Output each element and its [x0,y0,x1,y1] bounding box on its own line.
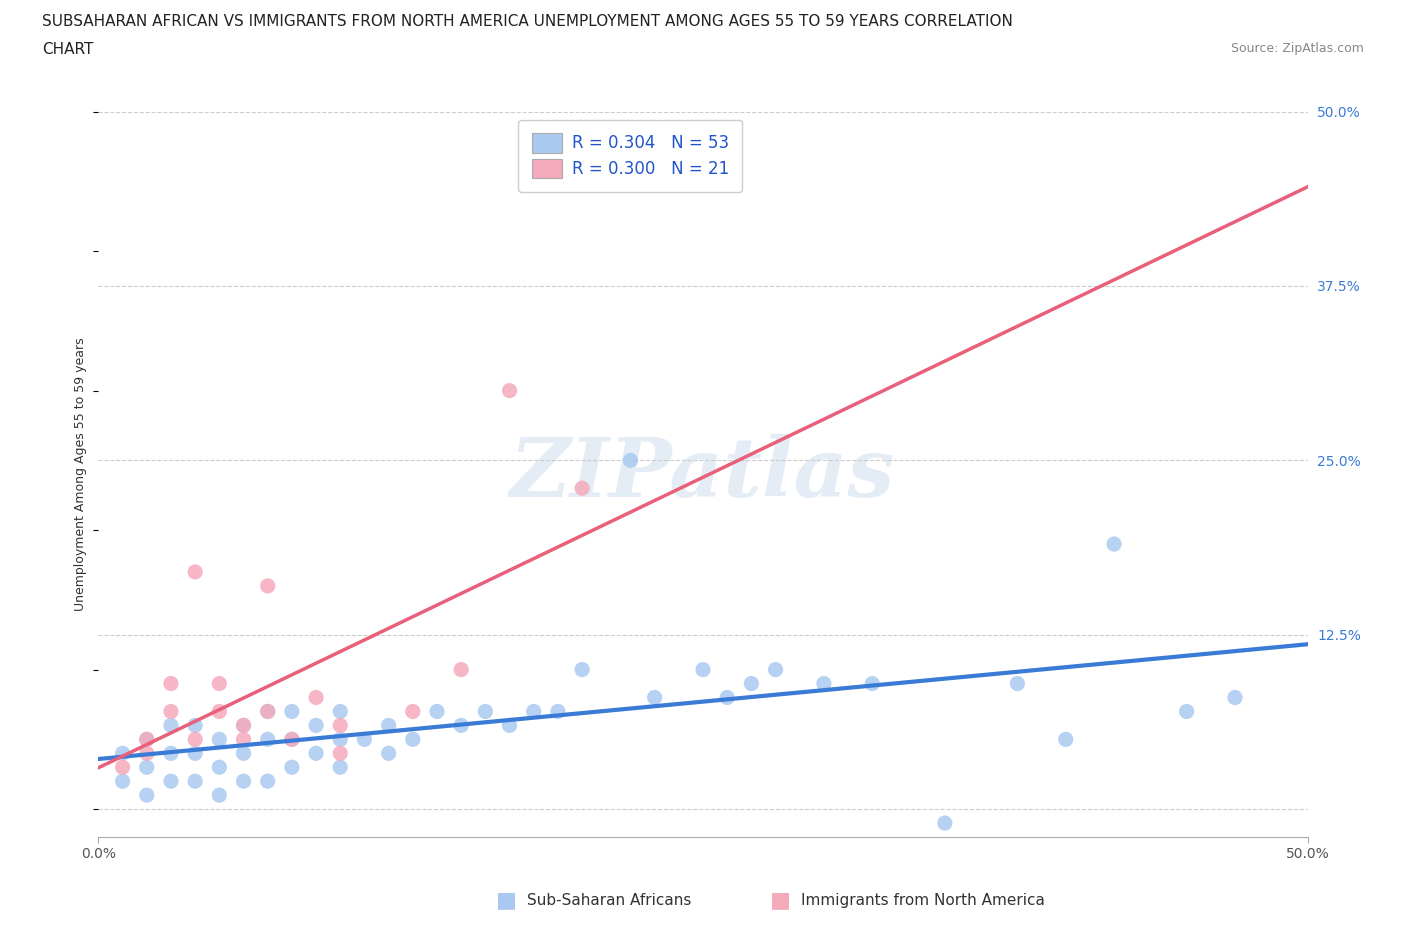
Point [111,760,134,775]
Point [571,481,593,496]
Point [184,746,207,761]
Point [450,662,472,677]
Point [329,746,352,761]
Point [305,718,328,733]
Point [184,565,207,579]
Point [1007,676,1029,691]
Point [135,760,157,775]
Text: Sub-Saharan Africans: Sub-Saharan Africans [527,893,692,908]
Point [135,732,157,747]
Point [450,718,472,733]
Point [281,704,304,719]
Point [281,732,304,747]
Point [498,718,520,733]
Text: SUBSAHARAN AFRICAN VS IMMIGRANTS FROM NORTH AMERICA UNEMPLOYMENT AMONG AGES 55 T: SUBSAHARAN AFRICAN VS IMMIGRANTS FROM NO… [42,14,1014,29]
Point [232,746,254,761]
Point [474,704,496,719]
Point [160,676,183,691]
Point [208,760,231,775]
Point [402,732,425,747]
Point [377,718,399,733]
Legend: R = 0.304   N = 53, R = 0.300   N = 21: R = 0.304 N = 53, R = 0.300 N = 21 [519,120,742,192]
Point [813,676,835,691]
Text: CHART: CHART [42,42,94,57]
Y-axis label: Unemployment Among Ages 55 to 59 years: Unemployment Among Ages 55 to 59 years [73,338,87,611]
Point [329,760,352,775]
Point [281,760,304,775]
Point [208,732,231,747]
Point [111,746,134,761]
Point [281,732,304,747]
Point [426,704,449,719]
Point [160,774,183,789]
Point [716,690,738,705]
Text: ■: ■ [496,890,516,910]
Point [305,746,328,761]
Point [256,732,278,747]
Point [256,578,278,593]
Point [644,690,666,705]
Text: ZIPatlas: ZIPatlas [510,434,896,514]
Point [329,732,352,747]
Point [160,704,183,719]
Point [1223,690,1246,705]
Point [135,732,157,747]
Point [256,704,278,719]
Point [353,732,375,747]
Text: ■: ■ [770,890,790,910]
Point [498,383,520,398]
Point [256,774,278,789]
Point [377,746,399,761]
Point [692,662,714,677]
Point [160,746,183,761]
Point [1102,537,1125,551]
Point [619,453,641,468]
Point [232,718,254,733]
Point [111,774,134,789]
Text: Source: ZipAtlas.com: Source: ZipAtlas.com [1230,42,1364,55]
Point [860,676,883,691]
Point [184,732,207,747]
Point [329,718,352,733]
Point [329,704,352,719]
Point [208,676,231,691]
Point [208,788,231,803]
Text: Immigrants from North America: Immigrants from North America [801,893,1045,908]
Point [402,704,425,719]
Point [232,732,254,747]
Point [184,774,207,789]
Point [523,704,546,719]
Point [135,746,157,761]
Point [256,704,278,719]
Point [1175,704,1198,719]
Point [740,676,762,691]
Point [160,718,183,733]
Point [934,816,956,830]
Point [1054,732,1077,747]
Point [232,774,254,789]
Point [765,662,787,677]
Point [232,718,254,733]
Point [135,788,157,803]
Point [184,718,207,733]
Point [208,704,231,719]
Point [305,690,328,705]
Point [547,704,569,719]
Point [571,662,593,677]
